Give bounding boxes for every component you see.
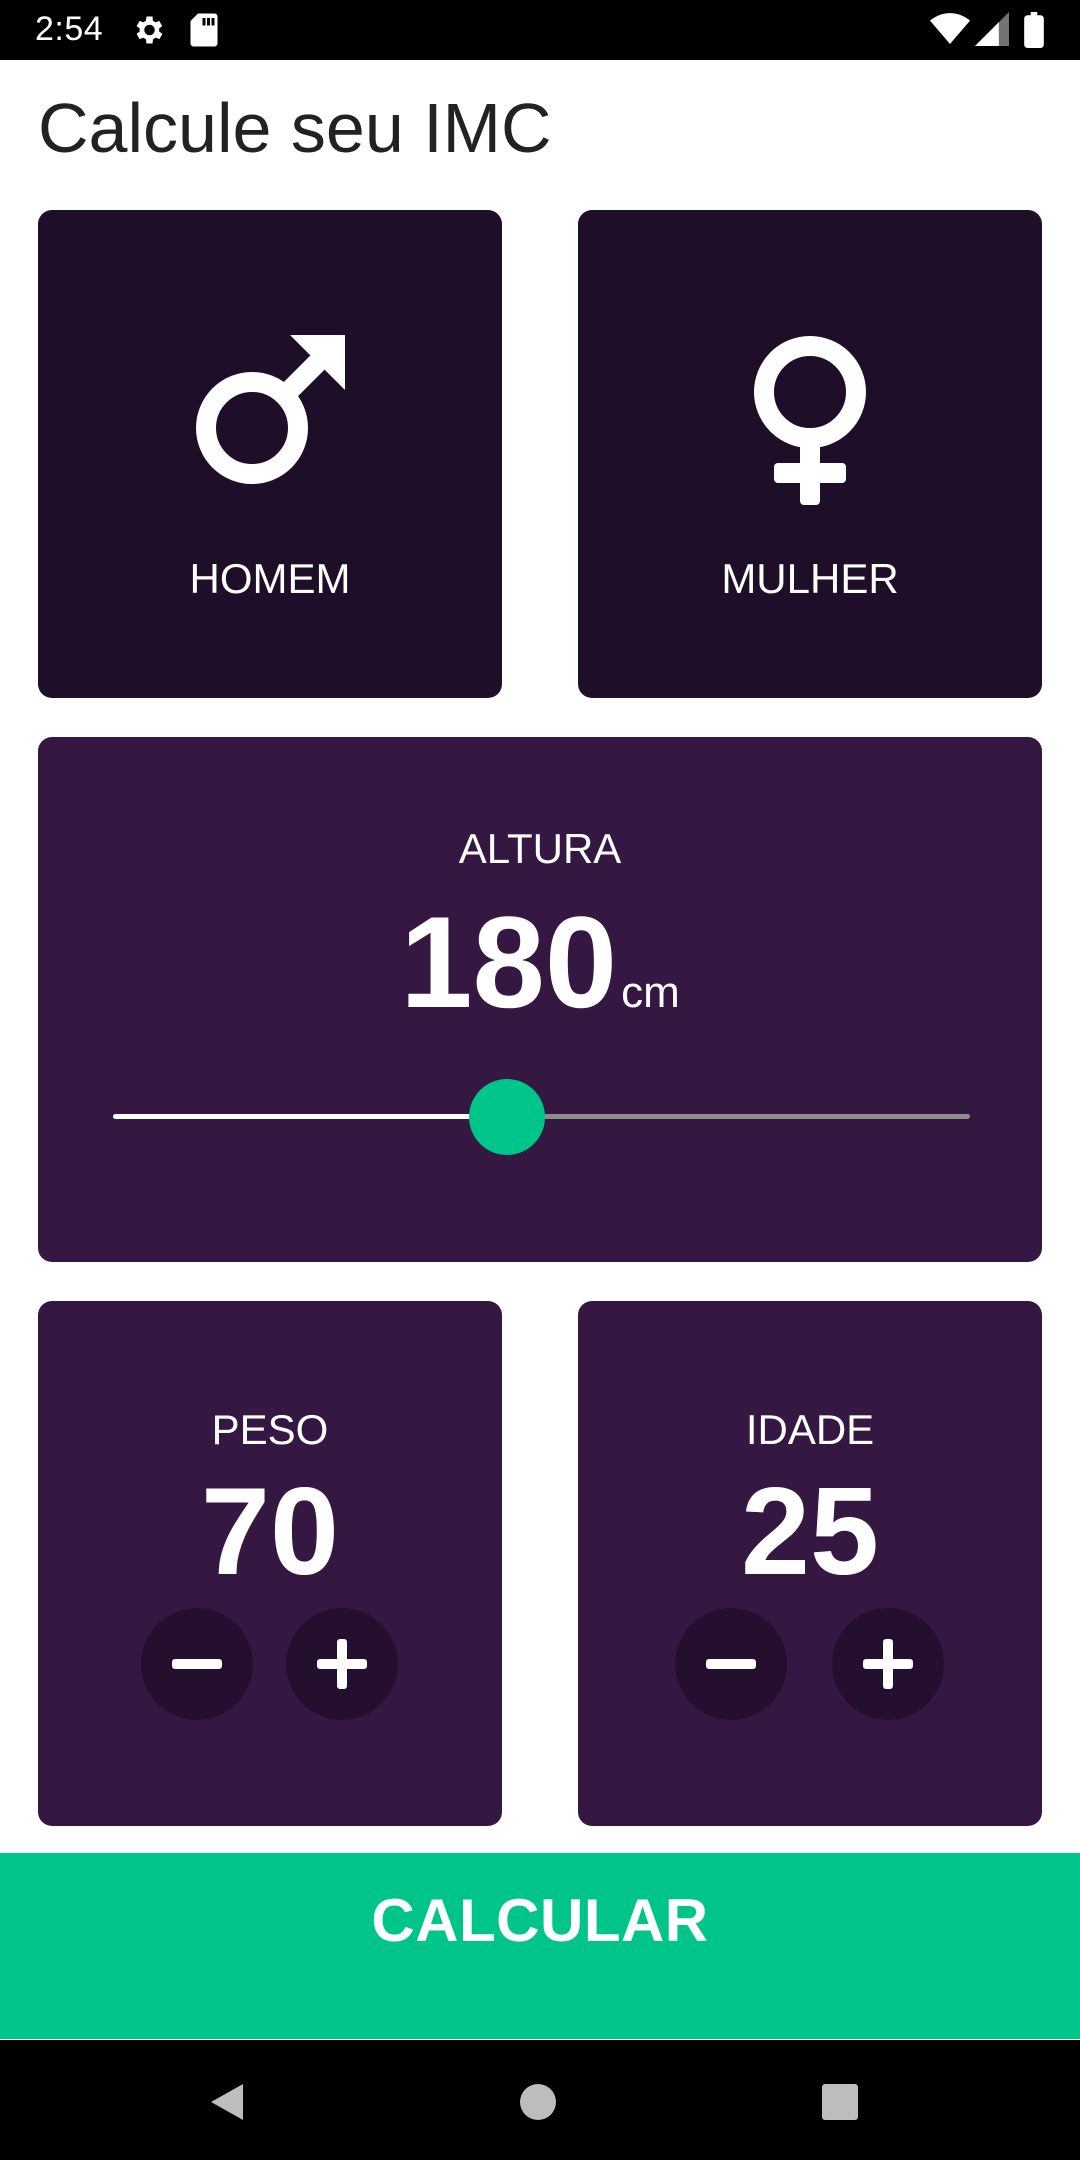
plus-icon (317, 1639, 367, 1689)
age-card: IDADE 25 (578, 1301, 1042, 1826)
battery-icon (1024, 12, 1044, 53)
weight-value: 70 (201, 1463, 339, 1601)
back-icon[interactable] (205, 2080, 249, 2129)
male-symbol-icon (38, 330, 502, 495)
age-increment-button[interactable] (832, 1608, 944, 1720)
navigation-bar (0, 2040, 1080, 2160)
weight-label: PESO (211, 1406, 329, 1453)
age-value: 25 (741, 1463, 879, 1601)
calculate-button[interactable]: CALCULAR (0, 1853, 1080, 2039)
weight-increment-button[interactable] (286, 1608, 398, 1720)
weight-decrement-button[interactable] (141, 1608, 253, 1720)
female-label: MULHER (721, 555, 899, 602)
minus-icon (172, 1659, 222, 1669)
female-symbol-icon (578, 330, 1042, 515)
height-value: 180 (400, 889, 618, 1035)
age-label: IDADE (745, 1406, 875, 1453)
gear-icon (130, 12, 166, 53)
wifi-icon (930, 12, 970, 51)
recents-icon[interactable] (820, 2082, 860, 2127)
plus-icon (863, 1639, 913, 1689)
slider-track-active (113, 1114, 508, 1119)
height-slider[interactable] (113, 1077, 970, 1157)
home-icon[interactable] (518, 2082, 558, 2127)
signal-icon (975, 12, 1009, 51)
page-title: Calcule seu IMC (38, 89, 552, 167)
age-decrement-button[interactable] (675, 1608, 787, 1720)
female-card[interactable]: MULHER (578, 210, 1042, 698)
status-time: 2:54 (35, 10, 104, 48)
slider-thumb[interactable] (469, 1079, 546, 1155)
status-bar: 2:54 (0, 0, 1080, 60)
height-card: ALTURA 180cm (38, 737, 1042, 1262)
height-display: 180cm (38, 887, 1042, 1037)
height-label: ALTURA (458, 825, 622, 872)
minus-icon (706, 1659, 756, 1669)
slider-track-inactive (507, 1114, 970, 1119)
height-unit: cm (621, 968, 680, 1017)
sd-card-icon (188, 12, 220, 53)
male-card[interactable]: HOMEM (38, 210, 502, 698)
male-label: HOMEM (189, 555, 351, 602)
weight-card: PESO 70 (38, 1301, 502, 1826)
